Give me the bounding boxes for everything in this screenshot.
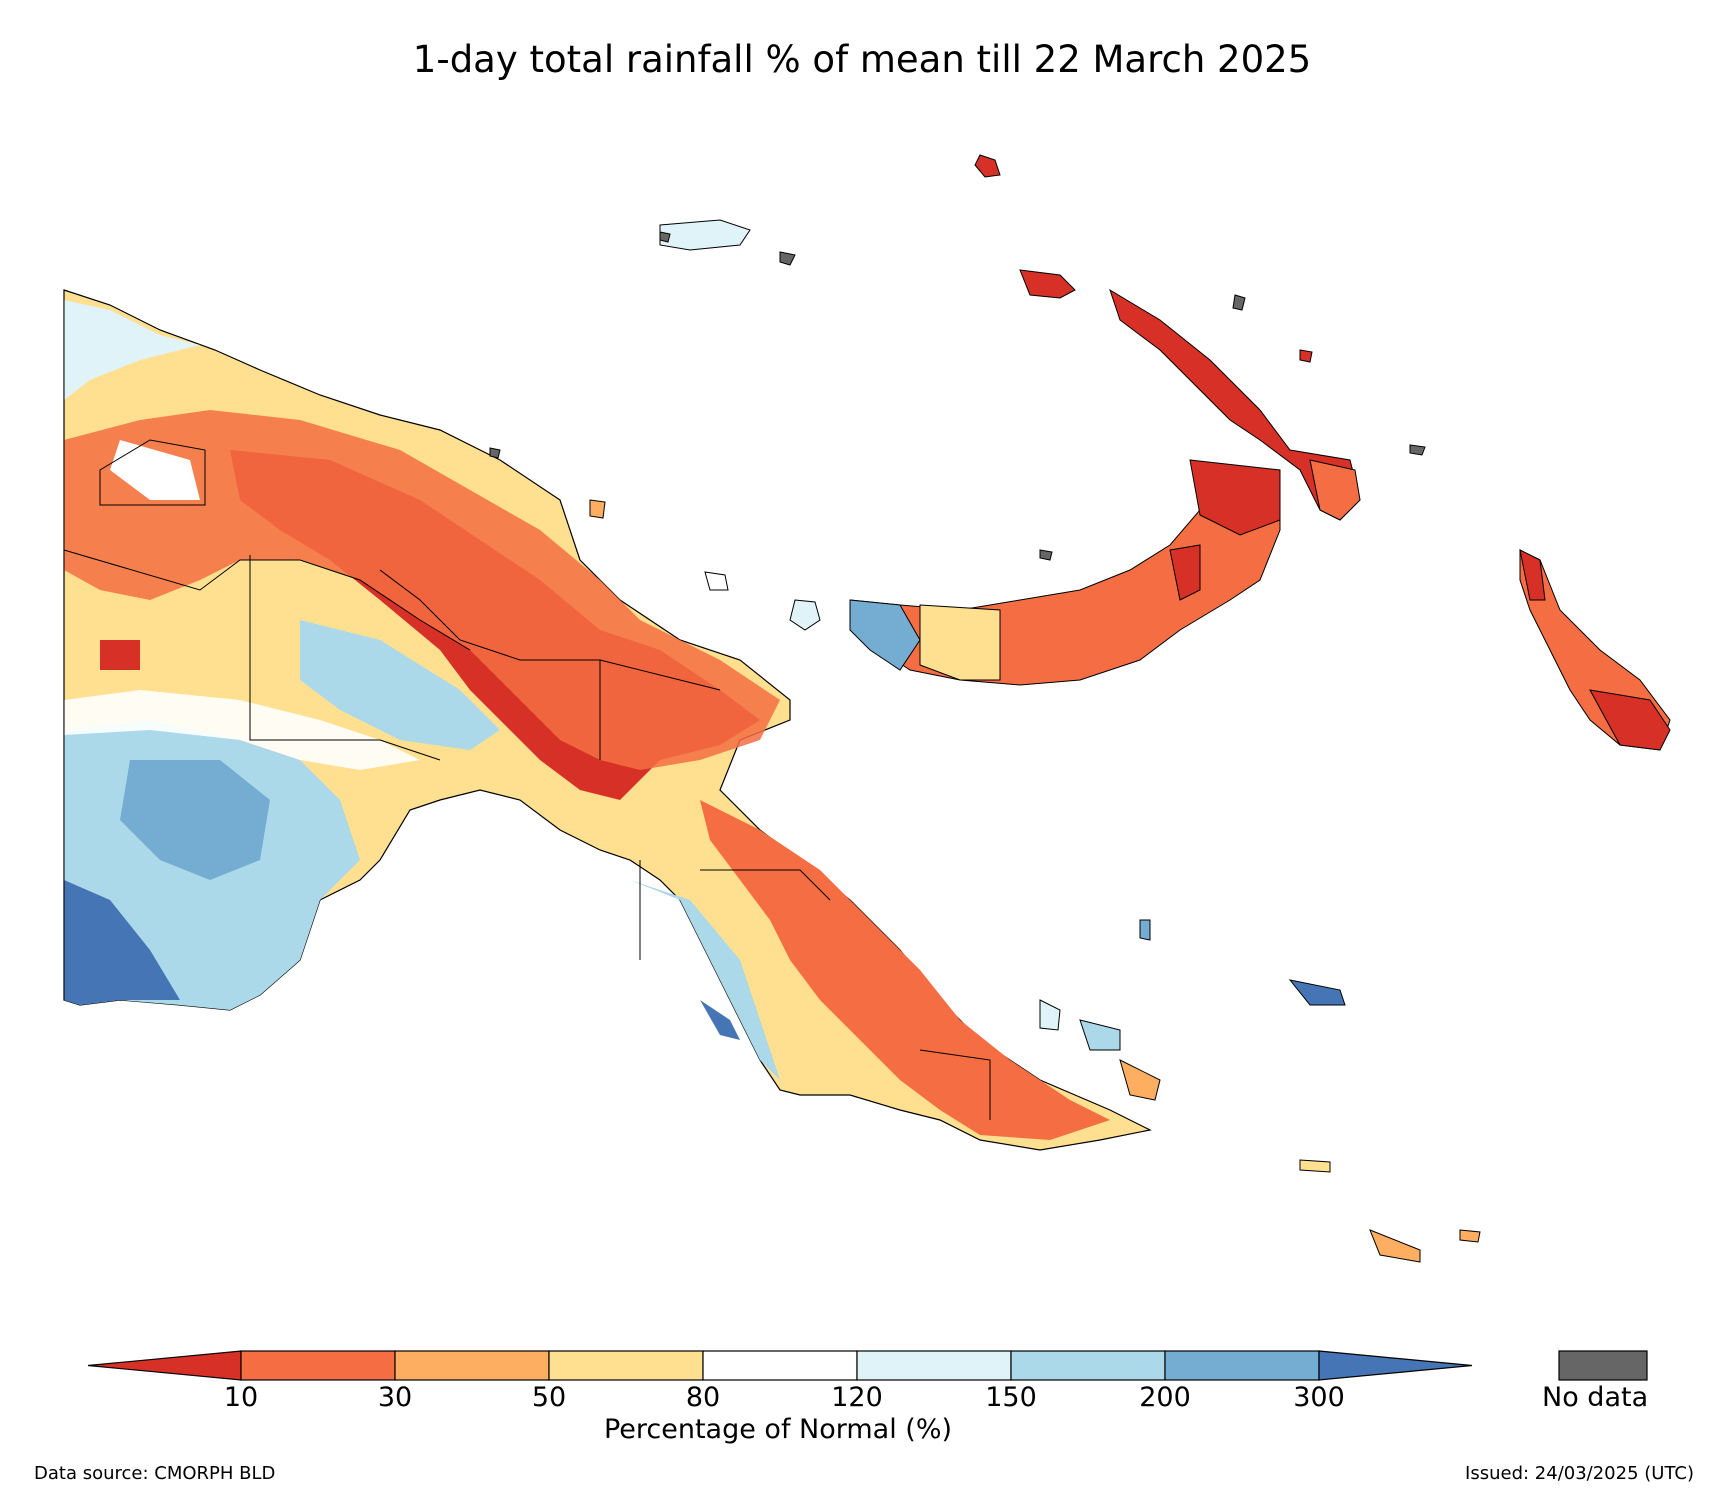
colorbar-tick-200: 200	[1139, 1382, 1191, 1413]
no-data-label: No data	[1542, 1382, 1649, 1413]
colorbar-segment-150-200	[1010, 1350, 1166, 1381]
contour-120-300-papuan-gulf	[630, 880, 780, 1080]
rossel-island	[1459, 1229, 1481, 1243]
islands	[489, 154, 1671, 1263]
contour-above-300-papuan-gulf	[700, 1000, 740, 1040]
colorbar-tick-120: 120	[831, 1382, 883, 1413]
colorbar-extend-high	[1318, 1350, 1473, 1381]
contour-10-30-southeast	[700, 800, 1110, 1140]
umboi-island	[789, 599, 821, 631]
dentrecasteaux-island-2	[1079, 1019, 1121, 1051]
woodlark-island	[1288, 979, 1346, 1006]
colorbar-tick-30: 30	[377, 1382, 413, 1413]
bougainville-north-red	[1519, 549, 1546, 601]
mussau-island	[974, 154, 1001, 178]
manus-no-data	[779, 251, 796, 266]
colorbar-tick-150: 150	[985, 1382, 1037, 1413]
colorbar-segment-120-150	[856, 1350, 1012, 1381]
border-2	[99, 439, 206, 506]
colorbar-segment-10-30	[240, 1350, 396, 1381]
colorbar-tick-50: 50	[531, 1382, 567, 1413]
louisiade-island-1	[1299, 1159, 1331, 1173]
new-hanover-island	[1019, 269, 1076, 299]
new-britain-west-blue	[849, 599, 921, 671]
new-britain-west-yellow	[919, 604, 1001, 681]
no-data-island-2	[1039, 549, 1053, 561]
rainfall-map	[63, 154, 1671, 1263]
contour-80-120-northwest	[64, 300, 200, 400]
small-island-1	[704, 571, 729, 591]
border-7	[700, 869, 831, 901]
contour-10-30-north	[64, 410, 780, 770]
colorbar-segment-200-300	[1164, 1350, 1320, 1381]
colorbar-segment-30-50	[394, 1350, 550, 1381]
small-island-2	[1299, 349, 1313, 363]
dentrecasteaux-island-1	[1039, 999, 1061, 1031]
new-ireland-south	[1309, 459, 1361, 521]
colorbar-segment-80-120	[702, 1350, 858, 1381]
contour-80-120-sepik	[110, 440, 200, 500]
colorbar-tick-300: 300	[1293, 1382, 1345, 1413]
colorbar-tick-80: 80	[685, 1382, 721, 1413]
border-1	[63, 549, 471, 651]
colorbar-segment-50-80	[548, 1350, 704, 1381]
border-8	[919, 1049, 991, 1120]
contour-80-120-west	[64, 690, 420, 770]
goodenough-island	[1119, 1059, 1161, 1101]
no-data-island-1	[1232, 294, 1246, 311]
no-data-swatch	[1558, 1350, 1648, 1381]
colorbar-segments	[87, 1350, 1473, 1381]
manus-island	[659, 219, 751, 251]
colorbar-label: Percentage of Normal (%)	[603, 1414, 953, 1445]
mainland-png	[63, 289, 1152, 1151]
issued-date: Issued: 24/03/2025 (UTC)	[1465, 1463, 1694, 1484]
border-3	[249, 555, 441, 761]
border-5	[599, 659, 721, 691]
map-title: 1-day total rainfall % of mean till 22 M…	[412, 38, 1312, 81]
louisiade-island-2	[1369, 1229, 1421, 1263]
no-data-island-3	[1409, 444, 1426, 456]
bougainville-south-red	[1589, 689, 1671, 751]
border-4	[379, 569, 601, 760]
new-britain-central-red	[1169, 544, 1201, 601]
karkar-island	[589, 499, 606, 519]
contour-below-10-west	[100, 640, 140, 670]
no-data-island-5	[659, 231, 671, 243]
new-britain-east-red	[1189, 459, 1281, 536]
no-data-island-4	[489, 447, 501, 459]
data-source: Data source: CMORPH BLD	[34, 1463, 276, 1484]
contour-above-300-southwest	[64, 880, 180, 1005]
trobriand-island	[1139, 919, 1151, 941]
contour-200-300-southwest	[120, 760, 270, 880]
colorbar-tick-10: 10	[223, 1382, 259, 1413]
colorbar-extend-low	[87, 1350, 242, 1381]
province-borders	[63, 290, 991, 1120]
contour-120-200-fly	[300, 620, 500, 750]
